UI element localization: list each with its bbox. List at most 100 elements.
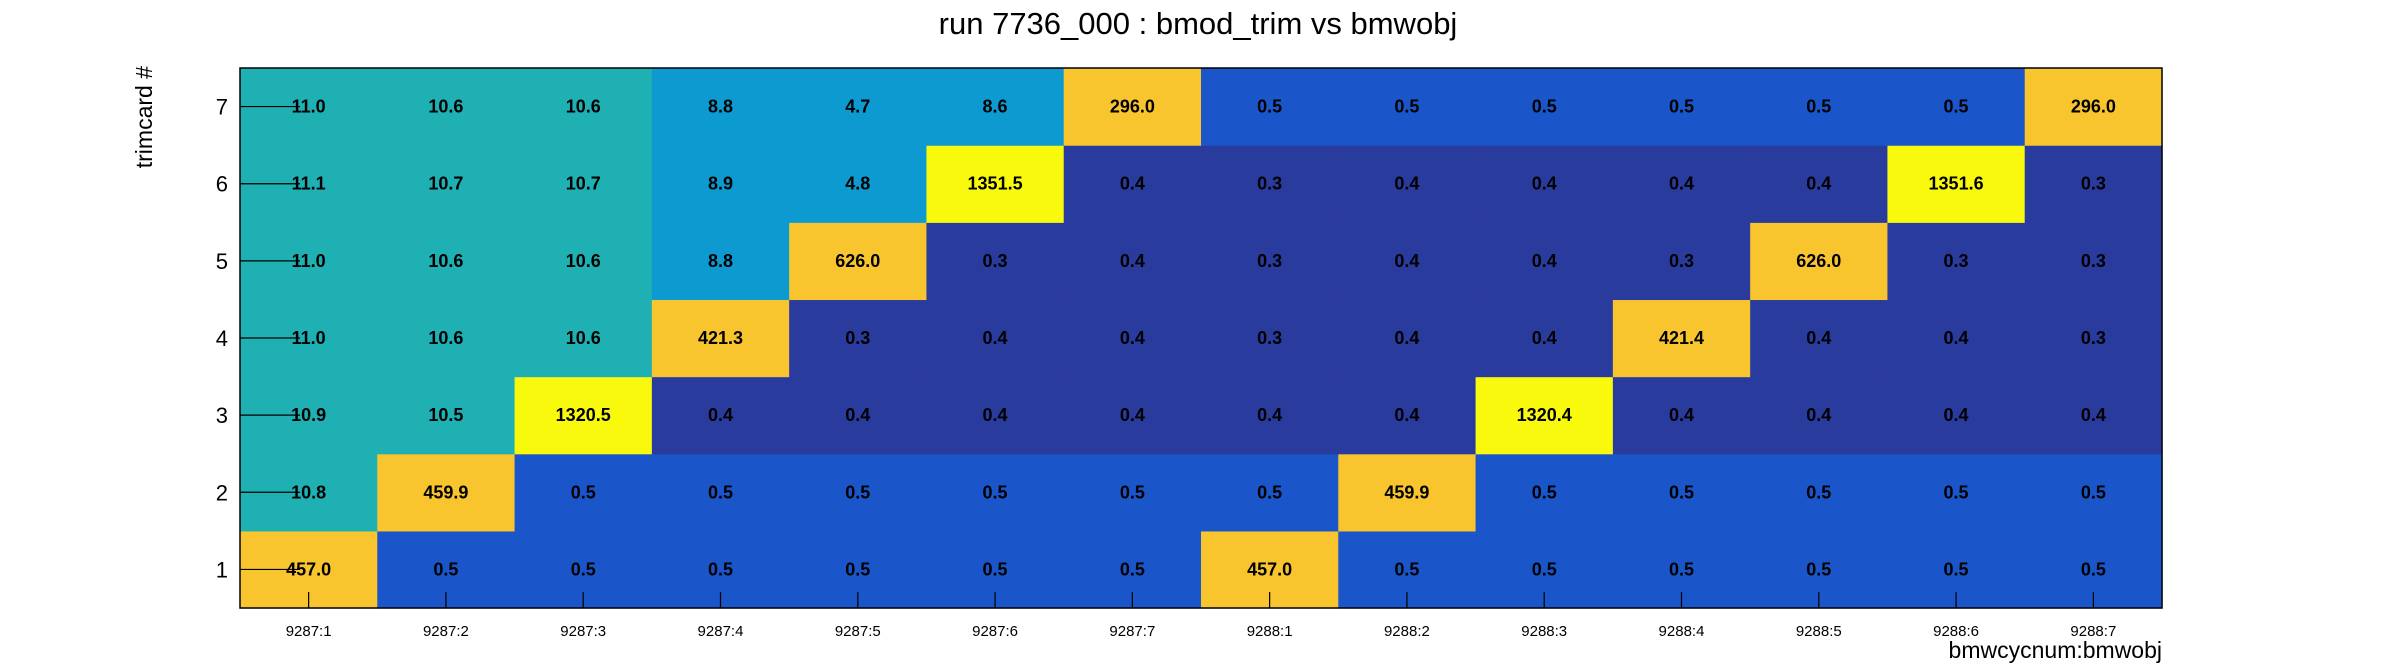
cell-value-label: 421.3: [698, 328, 743, 348]
heatmap-cell: [1887, 145, 2026, 223]
heatmap-cell: [1612, 145, 1751, 223]
heatmap-cell: [1201, 299, 1339, 378]
cell-value-label: 626.0: [1796, 251, 1841, 271]
cell-value-label: 0.4: [1944, 405, 1969, 425]
cell-value-label: 0.3: [2081, 328, 2106, 348]
heatmap-cell: [789, 68, 928, 146]
heatmap-cell: [1063, 299, 1202, 378]
heatmap-cell: [789, 453, 928, 532]
cell-value-label: 0.5: [1394, 97, 1419, 117]
heatmap-cell: [1887, 376, 2026, 455]
y-axis-title: trimcard #: [131, 66, 157, 168]
heatmap-cell: [377, 222, 516, 301]
heatmap-cell: [1063, 222, 1202, 301]
cell-value-label: 0.5: [1944, 559, 1969, 579]
heatmap-cell: [789, 376, 928, 455]
x-tick-label: 9287:5: [835, 623, 881, 640]
x-tick-label: 9287:4: [698, 623, 744, 640]
heatmap-cell: [514, 68, 653, 146]
heatmap-cell: [1612, 222, 1751, 301]
heatmap-cell: [2024, 299, 2163, 378]
heatmap-cell: [1887, 222, 2026, 301]
y-axis: 1 2 3 4 5 6 7: [216, 95, 300, 582]
cell-value-label: 1351.5: [968, 174, 1023, 194]
heatmap-cell: [1475, 299, 1614, 378]
cell-value-label: 1351.6: [1929, 174, 1984, 194]
heatmap-cell: [1201, 222, 1339, 301]
heatmap-cell: [514, 145, 653, 223]
cell-value-label: 0.5: [1120, 559, 1145, 579]
x-tick-label: 9287:3: [560, 623, 606, 640]
cell-value-label: 4.8: [845, 174, 870, 194]
cell-value-label: 1320.4: [1517, 405, 1572, 425]
cell-value-label: 0.4: [1120, 251, 1145, 271]
heatmap-cell: [1063, 68, 1202, 146]
cell-value-label: 10.5: [428, 405, 463, 425]
cell-value-label: 0.4: [1120, 405, 1145, 425]
heatmap-cell: [377, 68, 516, 146]
cell-value-label: 0.4: [708, 405, 733, 425]
heatmap-cell: [377, 299, 516, 378]
cell-value-label: 459.9: [423, 482, 468, 502]
heatmap-cell: [514, 299, 653, 378]
cell-value-label: 0.3: [1257, 174, 1282, 194]
cell-value-label: 0.5: [845, 559, 870, 579]
cell-value-label: 0.5: [1532, 97, 1557, 117]
x-tick-label: 9288:4: [1659, 623, 1705, 640]
heatmap-cells: [240, 68, 2163, 609]
cell-value-label: 0.4: [1669, 405, 1694, 425]
heatmap-cell: [1201, 145, 1339, 223]
cell-value-label: 10.6: [566, 251, 601, 271]
cell-value-label: 0.4: [1532, 251, 1557, 271]
x-tick-label: 9288:6: [1933, 623, 1979, 640]
cell-value-label: 0.5: [1669, 97, 1694, 117]
cell-value-label: 0.5: [983, 482, 1008, 502]
heatmap-cell: [2024, 68, 2163, 146]
heatmap-cell: [651, 299, 790, 378]
heatmap-cell: [1750, 376, 1889, 455]
cell-value-label: 0.5: [1257, 482, 1282, 502]
x-axis: 9287:1 9287:2 9287:3 9287:4 9287:5 9287:6 9287…: [286, 592, 2116, 640]
cell-value-label: 0.5: [1257, 97, 1282, 117]
cell-value-label: 1320.5: [556, 405, 611, 425]
cell-value-label: 0.5: [1669, 559, 1694, 579]
heatmap-cell: [1475, 222, 1614, 301]
cell-value-label: 0.5: [571, 559, 596, 579]
cell-value-label: 0.3: [1257, 251, 1282, 271]
cell-value-label: 0.4: [1394, 405, 1419, 425]
heatmap-cell: [1338, 453, 1477, 532]
cell-value-label: 10.9: [291, 405, 326, 425]
cell-value-label: 0.4: [2081, 405, 2106, 425]
chart-title: run 7736_000 : bmod_trim vs bmwobj: [939, 6, 1458, 41]
x-tick-label: 9288:2: [1384, 623, 1430, 640]
heatmap-cell: [1750, 145, 1889, 223]
cell-value-label: 0.3: [983, 251, 1008, 271]
cell-value-label: 0.4: [1257, 405, 1282, 425]
cell-value-label: 0.5: [1944, 97, 1969, 117]
heatmap-cell: [1750, 68, 1889, 146]
cell-value-label: 0.4: [983, 405, 1008, 425]
heatmap-cell: [1475, 376, 1614, 455]
cell-value-label: 11.1: [292, 174, 326, 194]
cell-value-label: 0.5: [708, 482, 733, 502]
heatmap-cell: [926, 299, 1065, 378]
heatmap-cell: [789, 299, 928, 378]
x-tick-label: 9287:2: [423, 623, 469, 640]
cell-value-label: 0.5: [1806, 97, 1831, 117]
cell-value-label: 626.0: [835, 251, 880, 271]
heatmap-cell: [789, 145, 928, 223]
heatmap-cell: [651, 222, 790, 301]
cell-value-label: 0.4: [1120, 328, 1145, 348]
cell-value-label: 459.9: [1384, 482, 1429, 502]
y-tick-label: 1: [216, 557, 228, 582]
cell-value-label: 4.7: [845, 97, 870, 117]
heatmap-cell: [1201, 68, 1339, 146]
cell-value-label: 0.5: [571, 482, 596, 502]
heatmap-cell: [377, 453, 516, 532]
heatmap-cell: [926, 453, 1065, 532]
heatmap-cell: [1338, 376, 1477, 455]
cell-value-label: 0.5: [1944, 482, 1969, 502]
heatmap-cell: [1475, 145, 1614, 223]
heatmap-cell: [1338, 68, 1477, 146]
x-axis-title: bmwcycnum:bmwobj: [1949, 637, 2162, 663]
